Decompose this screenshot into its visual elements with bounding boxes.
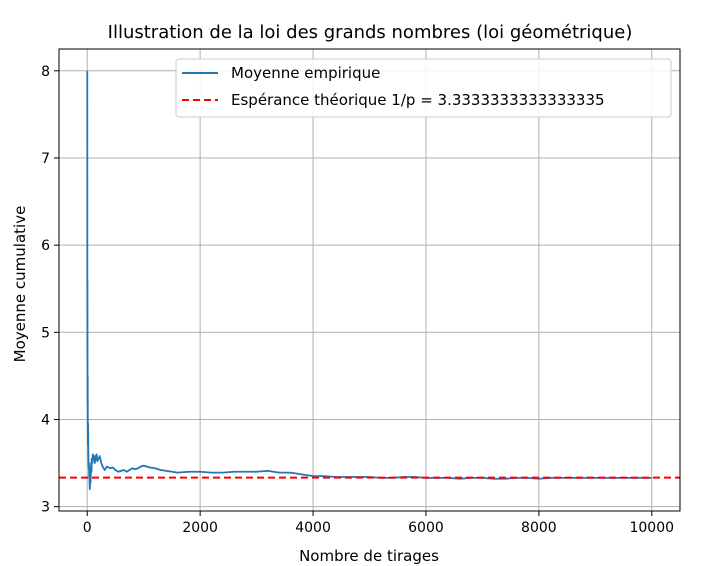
x-tick-label: 8000: [521, 520, 557, 536]
x-tick-label: 2000: [182, 520, 218, 536]
x-tick-label: 10000: [629, 520, 674, 536]
x-tick-label: 4000: [295, 520, 331, 536]
y-tick-label: 5: [41, 325, 50, 341]
x-tick-label: 6000: [408, 520, 444, 536]
legend-label-empirical: Moyenne empirique: [231, 64, 380, 82]
y-tick-label: 7: [41, 151, 50, 167]
y-tick-label: 6: [41, 238, 50, 254]
axes: 0 2000 4000 6000 8000 10000 3 4 5 6 7 8: [41, 48, 681, 536]
y-tick-label: 8: [41, 64, 50, 80]
y-tick-label: 4: [41, 412, 50, 428]
x-tick-label: 0: [83, 520, 92, 536]
y-tick-label: 3: [41, 500, 50, 516]
legend-label-theoretical: Espérance théorique 1/p = 3.333333333333…: [231, 91, 605, 109]
legend-box: [175, 58, 672, 118]
chart-title: Illustration de la loi des grands nombre…: [108, 22, 633, 43]
plot-area: [59, 70, 680, 491]
x-axis-label: Nombre de tirages: [299, 547, 439, 565]
grid: [59, 49, 680, 511]
y-axis-label: Moyenne cumulative: [11, 206, 29, 363]
legend: Moyenne empirique Espérance théorique 1/…: [175, 58, 672, 118]
axes-frame: [58, 48, 681, 512]
